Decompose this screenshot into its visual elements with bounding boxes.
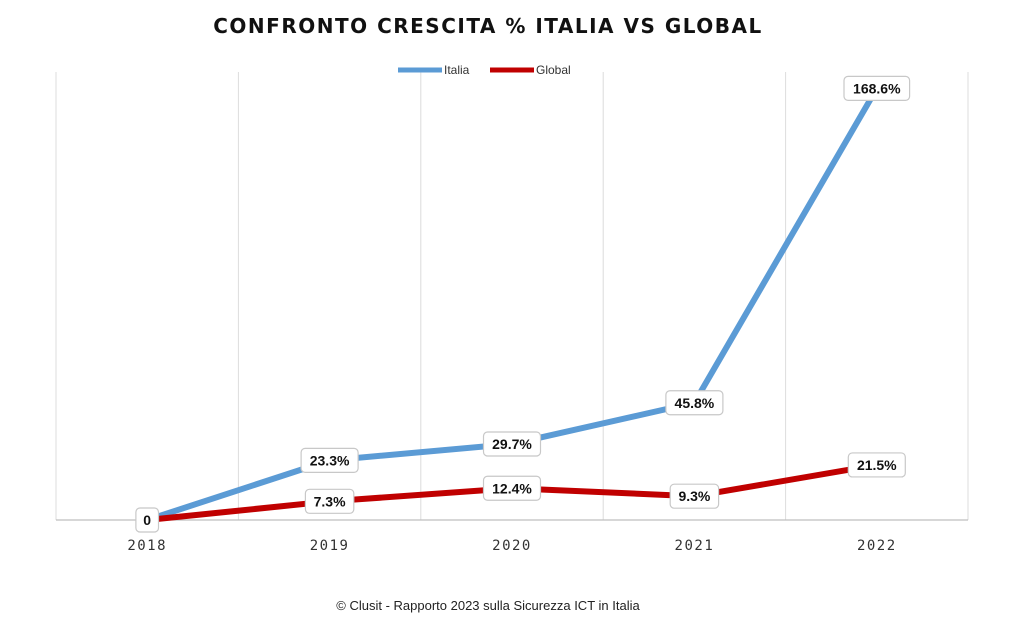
x-tick-label: 2019 [310, 538, 350, 554]
data-label-italia: 29.7% [482, 431, 542, 457]
svg-text:12.4%: 12.4% [492, 480, 532, 496]
data-label-global: 7.3% [304, 488, 355, 514]
svg-text:29.7%: 29.7% [492, 436, 532, 452]
data-label-global: 12.4% [482, 475, 542, 501]
chart-title: CONFRONTO CRESCITA % ITALIA VS GLOBAL [213, 14, 763, 38]
svg-text:21.5%: 21.5% [857, 457, 897, 473]
data-label-global: 21.5% [847, 452, 906, 478]
x-tick-label: 2018 [127, 538, 167, 554]
legend: Italia Global [398, 63, 571, 77]
gridlines [55, 72, 969, 520]
svg-text:9.3%: 9.3% [678, 488, 710, 504]
svg-text:0: 0 [143, 512, 151, 528]
svg-text:168.6%: 168.6% [853, 80, 901, 96]
legend-label: Global [536, 63, 571, 77]
data-label-italia: 45.8% [665, 390, 724, 416]
svg-text:45.8%: 45.8% [675, 395, 715, 411]
svg-text:7.3%: 7.3% [314, 493, 346, 509]
svg-text:23.3%: 23.3% [310, 452, 350, 468]
x-tick-labels: 2018 2019 2020 2021 2022 [127, 538, 897, 554]
source-caption: © Clusit - Rapporto 2023 sulla Sicurezza… [336, 598, 640, 613]
data-label-italia: 23.3% [300, 447, 359, 473]
x-tick-label: 2021 [675, 538, 715, 554]
x-tick-label: 2022 [857, 538, 897, 554]
data-label-italia: 0 [135, 507, 160, 533]
data-label-italia: 168.6% [843, 75, 911, 101]
data-labels: 0 23.3% 29.7% 45.8% 168.6% 7.3% 12.4% 9.3% 21.5% [135, 75, 911, 533]
data-label-global: 9.3% [669, 483, 720, 509]
legend-label: Italia [444, 63, 470, 77]
x-tick-label: 2020 [492, 538, 532, 554]
